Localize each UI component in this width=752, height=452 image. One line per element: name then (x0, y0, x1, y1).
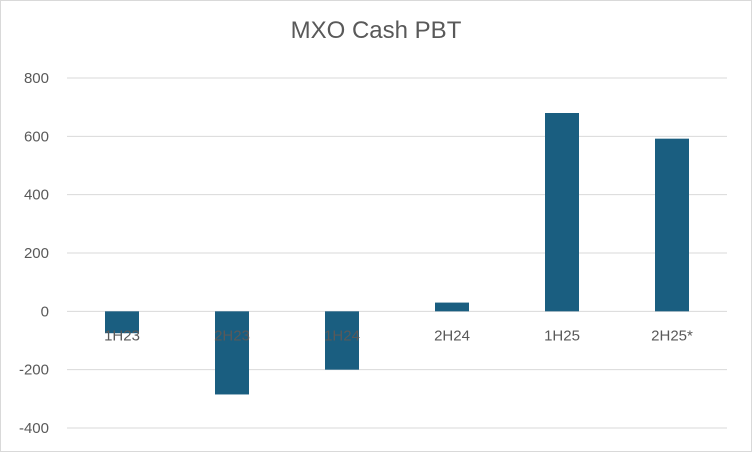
chart-title: MXO Cash PBT (290, 17, 462, 44)
y-tick-label: 0 (41, 303, 49, 320)
y-tick-label: -200 (19, 362, 49, 379)
x-tick-label: 1H24 (324, 327, 360, 344)
bar (545, 113, 579, 312)
y-tick-label: 200 (24, 245, 49, 262)
y-tick-label: 400 (24, 187, 49, 204)
bar (435, 302, 469, 312)
y-tick-label: 600 (24, 128, 49, 145)
x-tick-label: 2H23 (214, 327, 250, 344)
x-tick-label: 2H25* (651, 327, 693, 344)
y-tick-label: 800 (24, 70, 49, 87)
y-tick-label: -400 (19, 420, 49, 437)
x-tick-label: 2H24 (434, 327, 470, 344)
bar (215, 311, 249, 395)
x-tick-label: 1H23 (104, 327, 140, 344)
x-tick-label: 1H25 (544, 327, 580, 344)
bar (105, 311, 139, 334)
bar (325, 311, 359, 370)
bar (655, 138, 689, 312)
